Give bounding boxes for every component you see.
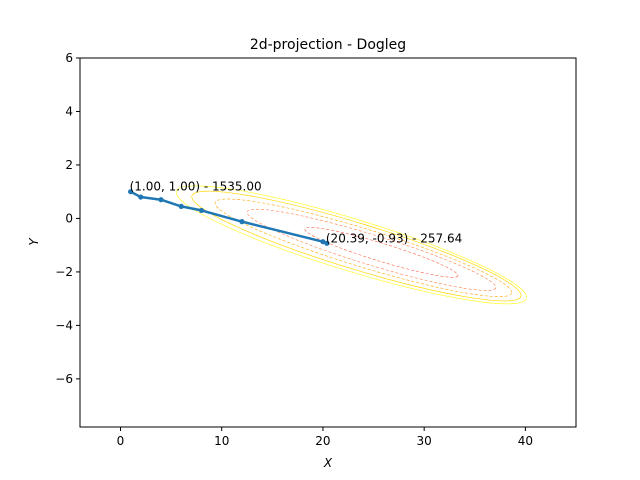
y-tick-label: 6	[65, 51, 73, 65]
y-tick-label: −4	[55, 318, 73, 332]
annotations-group: (1.00, 1.00) - 1535.00 (20.39, -0.93) - 2…	[130, 180, 463, 246]
x-tick-label: 40	[518, 434, 533, 448]
y-tick-label: −6	[55, 372, 73, 386]
series-point	[324, 240, 330, 246]
y-tick-label: 2	[65, 158, 73, 172]
contour-lines	[175, 185, 527, 305]
contour-level	[175, 185, 527, 305]
x-axis-label: X	[323, 456, 333, 470]
series-point	[138, 194, 144, 200]
contour-level	[191, 190, 522, 302]
y-axis-ticks: −6 −4 −2 0 2 4 6	[55, 51, 80, 386]
contour-level	[214, 198, 513, 297]
plot-frame	[79, 57, 577, 428]
chart-title: 2d-projection - Dogleg	[250, 37, 406, 53]
x-tick-label: 0	[117, 434, 125, 448]
x-tick-label: 30	[417, 434, 432, 448]
y-tick-label: 4	[65, 104, 73, 118]
contour-level	[246, 208, 497, 291]
series-point	[178, 203, 184, 210]
y-tick-label: −2	[55, 265, 73, 279]
x-axis-ticks: 0 10 20 30 40	[117, 427, 533, 448]
series-point	[239, 219, 245, 225]
y-axis-label: Y	[27, 237, 41, 246]
series-point	[320, 239, 326, 245]
point-annotation: (1.00, 1.00) - 1535.00	[130, 180, 262, 194]
series-line	[130, 190, 328, 245]
series-point	[158, 197, 164, 203]
contour-level	[304, 227, 459, 278]
series-point	[198, 207, 205, 214]
x-tick-label: 20	[315, 434, 330, 448]
x-tick-label: 10	[214, 434, 229, 448]
series-point	[128, 189, 134, 195]
point-annotation: (20.39, -0.93) - 257.64	[326, 231, 462, 245]
y-tick-label: 0	[65, 211, 73, 225]
series-group	[128, 189, 330, 246]
